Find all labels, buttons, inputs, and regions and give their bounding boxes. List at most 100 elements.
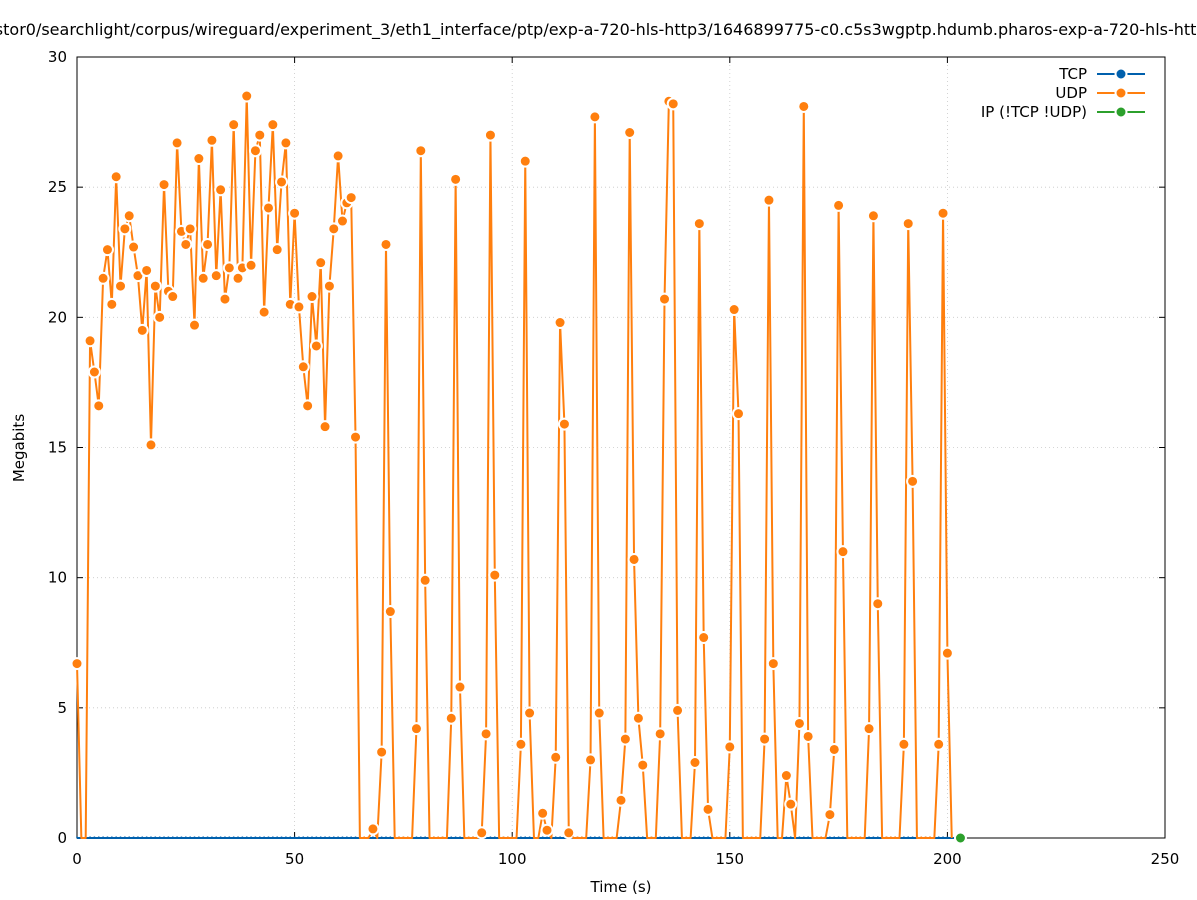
data-point bbox=[453, 680, 467, 694]
data-point bbox=[279, 136, 293, 150]
data-point bbox=[183, 222, 197, 236]
data-point bbox=[701, 802, 715, 816]
data-point bbox=[671, 703, 685, 717]
data-point bbox=[953, 831, 967, 845]
data-point bbox=[862, 722, 876, 736]
data-point bbox=[205, 133, 219, 147]
series-layer bbox=[70, 89, 967, 845]
data-point bbox=[827, 742, 841, 756]
x-tick-label: 150 bbox=[715, 850, 744, 868]
series-2 bbox=[953, 831, 967, 845]
x-tick-label: 250 bbox=[1151, 850, 1180, 868]
data-point bbox=[762, 193, 776, 207]
data-point bbox=[96, 271, 110, 285]
data-point bbox=[553, 316, 567, 330]
data-point bbox=[549, 750, 563, 764]
data-point bbox=[335, 214, 349, 228]
data-point bbox=[631, 711, 645, 725]
data-point bbox=[240, 89, 254, 103]
legend-label: UDP bbox=[1055, 84, 1087, 102]
x-tick-label: 0 bbox=[72, 850, 82, 868]
data-point bbox=[105, 297, 119, 311]
data-point bbox=[766, 657, 780, 671]
data-point bbox=[266, 118, 280, 132]
data-point bbox=[653, 727, 667, 741]
data-point bbox=[588, 110, 602, 124]
data-point bbox=[100, 243, 114, 257]
data-point bbox=[732, 407, 746, 421]
data-point bbox=[227, 118, 241, 132]
data-point bbox=[871, 597, 885, 611]
data-point bbox=[214, 183, 228, 197]
data-point bbox=[627, 552, 641, 566]
legend-swatch-marker bbox=[1114, 67, 1128, 81]
data-point bbox=[292, 300, 306, 314]
y-tick-label: 20 bbox=[48, 308, 67, 326]
axis-ticks: 0 50 100 150 200 250 0 5 10 15 20 25 30 bbox=[48, 48, 1179, 868]
series-0 bbox=[76, 836, 962, 839]
data-point bbox=[331, 149, 345, 163]
data-point bbox=[906, 474, 920, 488]
data-point bbox=[218, 292, 232, 306]
data-point bbox=[188, 318, 202, 332]
data-point bbox=[135, 323, 149, 337]
data-point bbox=[784, 797, 798, 811]
chart-title: /stor0/searchlight/corpus/wireguard/expe… bbox=[0, 20, 1197, 40]
data-point bbox=[727, 303, 741, 317]
data-point bbox=[479, 727, 493, 741]
data-point bbox=[322, 279, 336, 293]
data-point bbox=[349, 430, 363, 444]
data-point bbox=[375, 745, 389, 759]
data-point bbox=[301, 399, 315, 413]
data-point bbox=[901, 217, 915, 231]
data-point bbox=[801, 729, 815, 743]
y-tick-label: 0 bbox=[57, 829, 67, 847]
data-point bbox=[309, 339, 323, 353]
data-point bbox=[192, 152, 206, 166]
legend-swatch-marker bbox=[1114, 105, 1128, 119]
data-point bbox=[122, 209, 136, 223]
data-point bbox=[327, 222, 341, 236]
data-point bbox=[618, 732, 632, 746]
data-point bbox=[305, 290, 319, 304]
data-point bbox=[257, 305, 271, 319]
data-point bbox=[83, 334, 97, 348]
data-point bbox=[109, 170, 123, 184]
data-point bbox=[514, 737, 528, 751]
data-point bbox=[475, 826, 489, 840]
grid bbox=[77, 57, 1165, 838]
data-point bbox=[449, 172, 463, 186]
series-line bbox=[76, 95, 953, 839]
data-point bbox=[209, 269, 223, 283]
data-point bbox=[157, 178, 171, 192]
y-tick-label: 30 bbox=[48, 48, 67, 66]
data-point bbox=[897, 737, 911, 751]
data-point bbox=[836, 545, 850, 559]
legend-swatch-marker bbox=[1114, 86, 1128, 100]
data-point bbox=[179, 237, 193, 251]
data-point bbox=[584, 753, 598, 767]
legend-label: TCP bbox=[1058, 65, 1087, 83]
data-point bbox=[614, 793, 628, 807]
data-point bbox=[636, 758, 650, 772]
data-point bbox=[483, 128, 497, 142]
data-point bbox=[444, 711, 458, 725]
data-point bbox=[518, 154, 532, 168]
data-point bbox=[523, 706, 537, 720]
data-point bbox=[270, 243, 284, 257]
data-point bbox=[623, 125, 637, 139]
data-point bbox=[201, 237, 215, 251]
data-point bbox=[697, 631, 711, 645]
data-point bbox=[666, 97, 680, 111]
y-axis-label: Megabits bbox=[10, 414, 28, 482]
data-point bbox=[488, 568, 502, 582]
data-point bbox=[940, 646, 954, 660]
data-point bbox=[779, 769, 793, 783]
data-point bbox=[536, 806, 550, 820]
data-point bbox=[658, 292, 672, 306]
data-point bbox=[318, 420, 332, 434]
data-point bbox=[222, 261, 236, 275]
data-point bbox=[196, 271, 210, 285]
